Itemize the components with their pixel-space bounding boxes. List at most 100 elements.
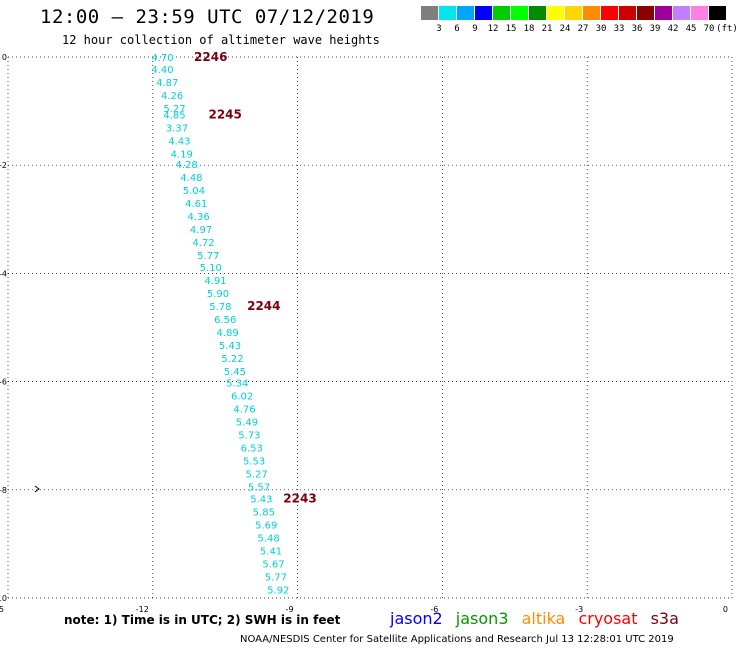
- wave-height-label: 5.27: [163, 104, 185, 115]
- wave-height-label: 4.72: [192, 238, 214, 249]
- wave-height-label: 5.10: [200, 263, 222, 274]
- wave-height-label: 5.57: [248, 483, 270, 494]
- legend-swatch: [655, 6, 673, 20]
- wave-height-label: 4.97: [190, 225, 212, 236]
- wave-height-label: 4.19: [171, 149, 193, 160]
- time-label: 2243: [283, 491, 316, 505]
- y-tick-label: 0: [2, 53, 7, 62]
- wave-height-label: 5.73: [238, 431, 260, 442]
- legend-label: 3: [436, 24, 442, 34]
- legend-swatch: [637, 6, 655, 20]
- legend-swatch: [673, 6, 691, 20]
- x-tick-label: -3: [575, 605, 583, 614]
- wave-height-label: 5.78: [209, 302, 231, 313]
- legend-label: 30: [595, 24, 607, 34]
- wave-height-label: 5.34: [226, 379, 248, 390]
- wave-height-label: 5.77: [265, 572, 287, 583]
- wave-height-label: 6.56: [214, 315, 236, 326]
- legend-label: 36: [631, 24, 643, 34]
- wave-height-label: 4.26: [161, 91, 183, 102]
- legend-label: 24: [559, 24, 571, 34]
- y-tick-label: -4: [0, 269, 7, 278]
- legend-swatch: [457, 6, 475, 20]
- wave-height-label: 5.85: [253, 507, 275, 518]
- x-tick-label: -15: [0, 605, 4, 614]
- legend-swatch: [709, 6, 727, 20]
- wave-height-label: 5.69: [255, 520, 277, 531]
- wave-height-label: 4.87: [156, 78, 178, 89]
- legend-swatch: [691, 6, 709, 20]
- legend-label: 45: [685, 24, 697, 34]
- wave-height-label: 6.53: [241, 444, 263, 455]
- wave-height-label: 6.02: [231, 392, 253, 403]
- wave-height-label: 4.85: [163, 110, 185, 121]
- wave-height-label: 4.43: [168, 136, 190, 147]
- legend-swatch: [547, 6, 565, 20]
- x-tick-label: -12: [136, 605, 149, 614]
- sat-altika: altika: [521, 609, 566, 628]
- wave-height-label: 5.49: [236, 418, 258, 429]
- legend-swatch: [565, 6, 583, 20]
- legend-swatch: [511, 6, 529, 20]
- legend-swatch: [583, 6, 601, 20]
- legend-swatch: [619, 6, 637, 20]
- legend-label: 70: [703, 24, 715, 34]
- wave-height-label: 5.27: [245, 470, 267, 481]
- x-tick-label: -6: [430, 605, 438, 614]
- legend-label: 42: [667, 24, 679, 34]
- wave-height-label: 4.76: [233, 405, 255, 416]
- wave-height-label: 4.61: [185, 199, 207, 210]
- legend-label: 12: [487, 24, 499, 34]
- legend-swatch: [421, 6, 439, 20]
- wave-height-label: 5.67: [262, 559, 284, 570]
- wave-height-label: 5.77: [197, 251, 219, 262]
- note-text: note: 1) Time is in UTC; 2) SWH is in fe…: [64, 613, 341, 627]
- wave-height-label: 4.40: [151, 65, 173, 76]
- legend-swatch: [601, 6, 619, 20]
- sat-cryosat: cryosat: [578, 609, 638, 628]
- satellite-legend: jason2 jason3 altika cryosat s3a: [390, 609, 687, 628]
- wave-height-label: 5.48: [258, 533, 280, 544]
- legend-swatch: [493, 6, 511, 20]
- y-tick-label: -2: [0, 161, 7, 170]
- credit-text: NOAA/NESDIS Center for Satellite Applica…: [240, 634, 674, 645]
- legend-label: 39: [649, 24, 661, 34]
- wave-height-label: 5.90: [207, 289, 229, 300]
- legend-label: 15: [505, 24, 517, 34]
- chart-title: 12:00 — 23:59 UTC 07/12/2019: [40, 6, 375, 28]
- time-label: 2246: [194, 50, 227, 64]
- wave-height-label: 5.22: [221, 354, 243, 365]
- wave-height-label: 4.70: [151, 53, 173, 64]
- wave-height-label: 5.43: [219, 341, 241, 352]
- legend-label: 18: [523, 24, 535, 34]
- sat-jason3: jason3: [455, 609, 509, 628]
- legend-label: 6: [454, 24, 460, 34]
- legend-label: (ft): [716, 24, 738, 34]
- time-label: 2245: [208, 107, 241, 121]
- wave-height-label: 5.04: [183, 186, 205, 197]
- chart-subtitle: 12 hour collection of altimeter wave hei…: [62, 33, 380, 47]
- legend-label: 21: [541, 24, 553, 34]
- wave-height-label: 3.37: [166, 123, 188, 134]
- wave-height-label: 4.91: [204, 276, 226, 287]
- legend-label: 27: [577, 24, 589, 34]
- legend-label: 9: [472, 24, 478, 34]
- legend-swatch: [439, 6, 457, 20]
- wave-height-label: 5.43: [250, 494, 272, 505]
- y-tick-label: -8: [0, 486, 7, 495]
- wave-height-label: 5.92: [267, 585, 289, 596]
- x-tick-label: -9: [286, 605, 294, 614]
- wave-height-label: 5.53: [243, 457, 265, 468]
- arrow-marker-icon: [34, 485, 40, 493]
- x-tick-label: 0: [723, 605, 728, 614]
- wave-height-label: 5.45: [224, 367, 246, 378]
- sat-jason2: jason2: [390, 609, 443, 628]
- sat-s3a: s3a: [650, 609, 679, 628]
- legend-swatch: [475, 6, 493, 20]
- y-tick-label: -10: [0, 594, 7, 603]
- time-label: 2244: [247, 299, 280, 313]
- wave-height-label: 4.28: [175, 160, 197, 171]
- legend-label: 33: [613, 24, 625, 34]
- legend-swatch: [529, 6, 547, 20]
